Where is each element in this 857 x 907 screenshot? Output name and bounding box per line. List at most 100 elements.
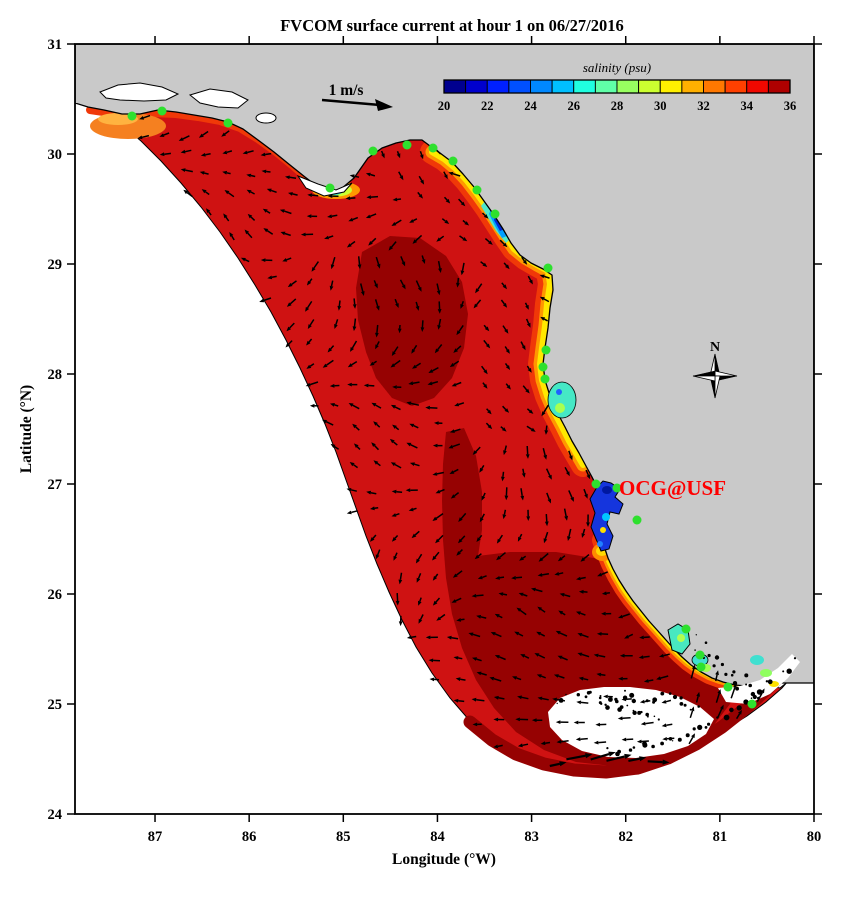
island-dot <box>586 691 591 695</box>
figure-title: FVCOM surface current at hour 1 on 06/27… <box>280 16 624 35</box>
island-dot <box>730 673 734 677</box>
station-dot <box>157 106 167 116</box>
island-dot <box>624 689 626 692</box>
colorbar-tick-label: 22 <box>481 99 494 113</box>
scale-arrowhead <box>375 99 393 111</box>
watermark-label: OCG@USF <box>619 476 726 500</box>
station-dot <box>747 699 757 709</box>
colorbar-cell <box>724 79 748 94</box>
colorbar-tick-label: 24 <box>524 99 537 113</box>
scale-vector-label: 1 m/s <box>329 82 364 99</box>
scale-vector <box>321 98 393 111</box>
station-dot <box>490 209 500 219</box>
island-dot <box>653 715 656 718</box>
island-dot <box>695 634 697 636</box>
island-dot <box>608 697 613 702</box>
island-dot <box>615 699 619 704</box>
colorbar-tick-label: 30 <box>654 99 667 113</box>
island-dot <box>668 692 672 695</box>
florida-current-arrow-shafts <box>549 753 663 768</box>
island-dot <box>724 672 728 677</box>
colorbar-title: salinity (psu) <box>583 60 651 75</box>
bay-estuary <box>296 174 353 197</box>
station-dot <box>540 374 550 384</box>
island-dot <box>672 694 678 700</box>
island-dot <box>565 693 567 696</box>
x-tick-label: 80 <box>807 829 822 845</box>
florida-current-arrow-heads <box>559 751 670 767</box>
current-vectors <box>137 114 765 768</box>
colorbar-frame <box>443 79 791 94</box>
island-dot <box>729 707 734 713</box>
y-tick-label: 29 <box>48 257 63 273</box>
station-dot <box>543 263 553 273</box>
station-dot <box>368 146 378 156</box>
island-dot <box>732 681 738 686</box>
colorbar-cell <box>767 79 791 94</box>
keys-salinity-patch <box>750 655 764 665</box>
island-dot <box>599 695 602 697</box>
island-dot <box>584 695 588 699</box>
y-tick-label: 26 <box>48 587 63 603</box>
island-dot <box>756 689 763 695</box>
island-dot <box>704 641 708 644</box>
station-dot <box>448 156 458 166</box>
island-dot <box>786 668 792 674</box>
colorbar-cell <box>594 79 618 94</box>
island-dot <box>744 673 749 678</box>
island-dot <box>631 698 636 704</box>
station-dot <box>612 483 622 493</box>
compass-arm-light <box>692 375 716 382</box>
bay-estuary <box>600 527 606 533</box>
island-dot <box>782 670 785 673</box>
island-dot <box>707 653 711 658</box>
island-dot <box>683 703 687 707</box>
island-dot <box>723 714 730 721</box>
y-tick-label: 27 <box>48 477 63 493</box>
colorbar-tick-label: 32 <box>697 99 710 113</box>
colorbar-cell <box>486 79 510 94</box>
island-dot <box>605 705 610 710</box>
station-markers <box>127 106 757 709</box>
land <box>75 44 814 687</box>
island-dot <box>765 680 769 683</box>
island-dot <box>629 692 635 698</box>
island-dot <box>679 702 684 706</box>
island-dot <box>604 703 607 706</box>
island-dot <box>685 733 690 738</box>
axes: 87 86 85 84 83 82 81 80 31 30 29 28 27 26 25 24 <box>48 36 822 845</box>
x-tick-label: 83 <box>524 829 539 845</box>
station-dot <box>325 183 335 193</box>
island-dot <box>632 746 636 749</box>
bay-estuary <box>602 513 610 521</box>
station-dot <box>428 143 438 153</box>
x-tick-label: 86 <box>242 829 257 845</box>
x-tick-label: 85 <box>336 829 351 845</box>
station-dot <box>223 118 233 128</box>
island-dot <box>645 712 649 717</box>
station-dot <box>723 682 733 692</box>
island-dot <box>637 710 642 715</box>
island-dot <box>677 737 682 742</box>
colorbar-cell <box>681 79 704 94</box>
bay-estuary <box>555 403 565 413</box>
island-dot <box>626 704 629 707</box>
island-dot <box>606 747 609 750</box>
current-arrow-shafts <box>141 114 764 748</box>
colorbar-cell <box>638 79 661 94</box>
y-tick-label: 24 <box>48 807 63 823</box>
island-dot <box>671 740 674 742</box>
colorbar-cell <box>703 79 726 94</box>
island-dot <box>632 709 635 712</box>
island-dot <box>714 655 720 660</box>
island-dot <box>647 715 649 718</box>
island-dot <box>697 724 703 731</box>
x-tick-label: 82 <box>618 829 633 845</box>
island-dot <box>617 749 621 754</box>
island-dot <box>694 649 696 651</box>
current-arrow-heads <box>137 116 765 749</box>
island-dot <box>652 700 656 704</box>
station-dot <box>402 140 412 150</box>
bay-estuary <box>99 82 180 102</box>
island-dot <box>556 702 558 705</box>
